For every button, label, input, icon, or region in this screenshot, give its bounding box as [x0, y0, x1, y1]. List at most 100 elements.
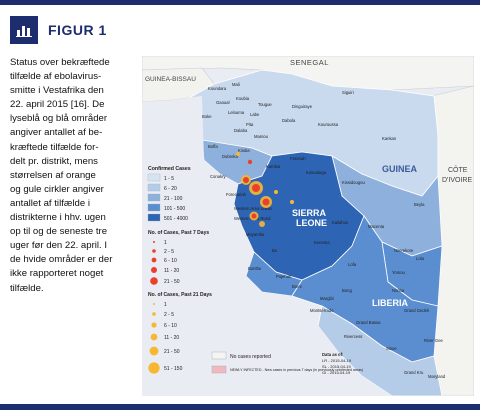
district-label: Bong — [342, 288, 352, 293]
district-label: Conakry — [210, 174, 226, 179]
district-label: Grand Bassa — [356, 320, 381, 325]
top-rule — [0, 0, 480, 5]
district-label: Dubreka — [222, 154, 238, 159]
caption-line: uger før den 22. april. I — [10, 240, 108, 252]
legend-label: SL - 2015-04-19 — [322, 364, 352, 369]
district-label: Nimba — [392, 288, 405, 293]
district-label: Montserrado — [310, 308, 334, 313]
district-label: Kouroussa — [318, 122, 339, 127]
district-label: Sinoe — [386, 346, 397, 351]
district-label: River Gee — [424, 338, 444, 343]
legend-label: 2 - 5 — [164, 249, 174, 255]
caption-line: ikke rapporteret noget — [10, 268, 104, 280]
legend-past-7-days: No. of Cases, Past 7 Days 1 2 - 5 6 - 10… — [148, 230, 209, 285]
district-label: Grand Kru — [404, 370, 424, 375]
district-label: Maryland — [428, 374, 446, 379]
legend-circle — [152, 249, 156, 253]
caption-line: lyseblå og blå områder — [10, 113, 108, 125]
legend-label: 21 - 100 — [164, 196, 183, 202]
district-label: Lola — [416, 256, 425, 261]
district-label: Tougue — [258, 102, 272, 107]
district-label: Faranah — [290, 156, 306, 161]
legend-label: 501 - 4000 — [164, 216, 188, 222]
district-label: Kambia — [266, 164, 281, 169]
district-label: Pita — [246, 122, 254, 127]
district-label: Macenta — [368, 224, 385, 229]
legend-label: 51 - 150 — [164, 366, 183, 372]
figure-caption: Status over bekræftede tilfælde af ebola… — [10, 56, 135, 296]
district-label: Dabola — [282, 118, 296, 123]
caption-line: delt pr. distrikt, mens — [10, 155, 98, 167]
district-label: Koinadugu — [306, 170, 327, 175]
district-label: Rivercess — [344, 334, 362, 339]
district-label: Margibi — [320, 296, 334, 301]
bottom-rule — [0, 404, 480, 410]
case-circle-21-days — [236, 152, 240, 156]
legend-title: Confirmed Cases — [148, 166, 191, 172]
district-label: Labe — [250, 112, 260, 117]
case-circle-7-days — [262, 198, 270, 206]
legend-swatch — [147, 203, 161, 212]
case-circles — [236, 152, 294, 227]
country-label: CÔTE — [448, 165, 468, 174]
district-label: Moyamba — [246, 232, 265, 237]
country-label: D'IVOIRE — [442, 177, 472, 184]
legend-swatch — [211, 351, 227, 360]
caption-line: angiver antallet af be- — [10, 127, 103, 139]
district-label: Dinguiraye — [292, 104, 313, 109]
ebola-map: SENEGAL GUINEA-BISSAU SIERRA LEONE GUINE… — [141, 55, 475, 397]
legend-label: NEWLY INFECTED - New cases in previous 7… — [230, 368, 363, 372]
legend-label: 11 - 20 — [164, 268, 179, 274]
district-label: Kankan — [382, 136, 397, 141]
caption-line: tilfælde. — [10, 282, 44, 294]
district-label: Pujehun — [276, 274, 292, 279]
legend-label: 21 - 50 — [164, 279, 180, 285]
district-label: Lofa — [348, 262, 357, 267]
legend-swatch — [147, 193, 161, 202]
legend-label: 1 — [164, 302, 167, 308]
district-label: Beyla — [414, 202, 425, 207]
district-label: Bo — [272, 248, 278, 253]
legend-circle — [148, 362, 160, 374]
legend-footer: No cases reported NEWLY INFECTED - New c… — [211, 351, 363, 375]
caption-line: op til og de seneste tre — [10, 226, 108, 238]
case-circle-7-days — [243, 177, 249, 183]
district-label: Kenema — [314, 240, 330, 245]
caption-line: og gule cirkler angiver — [10, 183, 104, 195]
legend-label: No cases reported — [230, 354, 271, 360]
legend-swatch — [147, 183, 161, 192]
caption-line: smitte i Vestafrika den — [10, 85, 104, 97]
district-label: Lelouma — [228, 110, 245, 115]
case-circle-21-days — [290, 200, 294, 204]
case-circle-21-days — [259, 221, 265, 227]
bar-chart-icon — [10, 16, 38, 44]
legend-circle — [151, 322, 157, 328]
case-circle-7-days — [252, 184, 260, 192]
legend-label: 11 - 20 — [164, 335, 179, 341]
caption-line: tilfælde af ebolavirus- — [10, 71, 102, 83]
legend-label: 101 - 500 — [164, 206, 185, 212]
country-label: LIBERIA — [372, 298, 409, 308]
legend-circle — [150, 277, 158, 285]
district-label: Koubia — [236, 96, 250, 101]
district-label: Kissidougou — [342, 180, 365, 185]
district-label: Mali — [232, 82, 240, 87]
legend-circle — [152, 312, 156, 316]
district-label: Western Area Urban — [234, 206, 273, 211]
case-circle-7-days — [251, 213, 257, 219]
caption-line: kræftede tilfælde for- — [10, 141, 99, 153]
legend-circle — [153, 241, 155, 243]
legend-circle — [151, 267, 157, 273]
legend-label: LR - 2015-04-19 — [322, 358, 352, 363]
legend-swatch — [147, 173, 161, 182]
legend-label: 21 - 50 — [164, 349, 180, 355]
country-label: GUINEA — [382, 164, 418, 174]
legend-title: No. of Cases, Past 7 Days — [148, 230, 209, 236]
legend-label: 1 - 5 — [164, 176, 174, 182]
caption-line: 22. april 2015 [16]. De — [10, 99, 105, 111]
district-label: Boke — [202, 114, 212, 119]
district-label: Bomi — [292, 284, 302, 289]
legend-label: 6 - 10 — [164, 258, 177, 264]
caption-line: distrikterne i hhv. ugen — [10, 212, 106, 224]
caption-line: Status over bekræftede — [10, 57, 110, 68]
